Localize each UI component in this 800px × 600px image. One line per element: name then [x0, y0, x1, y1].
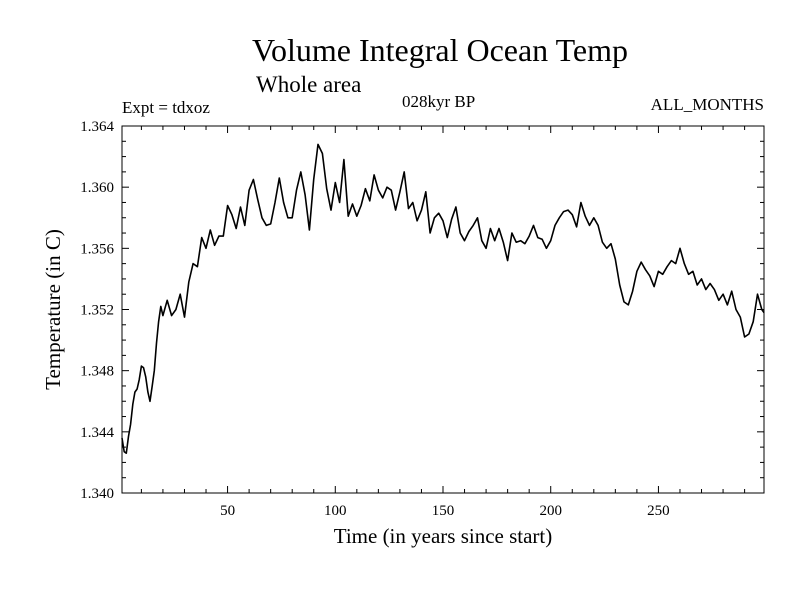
plot-frame [121, 125, 765, 494]
chart-subtitle: Whole area [256, 72, 362, 97]
y-tick-label: 1.360 [80, 180, 114, 196]
y-tick-label: 1.344 [80, 425, 114, 441]
chart-title: Volume Integral Ocean Temp [251, 32, 628, 68]
months-label: ALL_MONTHS [650, 95, 764, 114]
x-tick-label: 250 [647, 503, 670, 519]
experiment-label: Expt = tdxoz [122, 98, 210, 117]
y-tick-label: 1.352 [80, 303, 114, 319]
series-line [121, 143, 765, 455]
x-tick-label: 150 [432, 503, 455, 519]
y-tick-label: 1.340 [80, 486, 114, 502]
x-tick-label: 50 [220, 503, 235, 519]
x-axis-label: Time (in years since start) [334, 524, 553, 548]
y-tick-label: 1.356 [80, 241, 114, 257]
period-label: 028kyr BP [402, 92, 476, 111]
y-axis-label: Temperature (in C) [41, 229, 65, 390]
x-tick-label: 200 [539, 503, 562, 519]
x-tick-label: 100 [324, 503, 347, 519]
y-tick-label: 1.364 [80, 119, 114, 135]
y-tick-label: 1.348 [80, 364, 114, 380]
